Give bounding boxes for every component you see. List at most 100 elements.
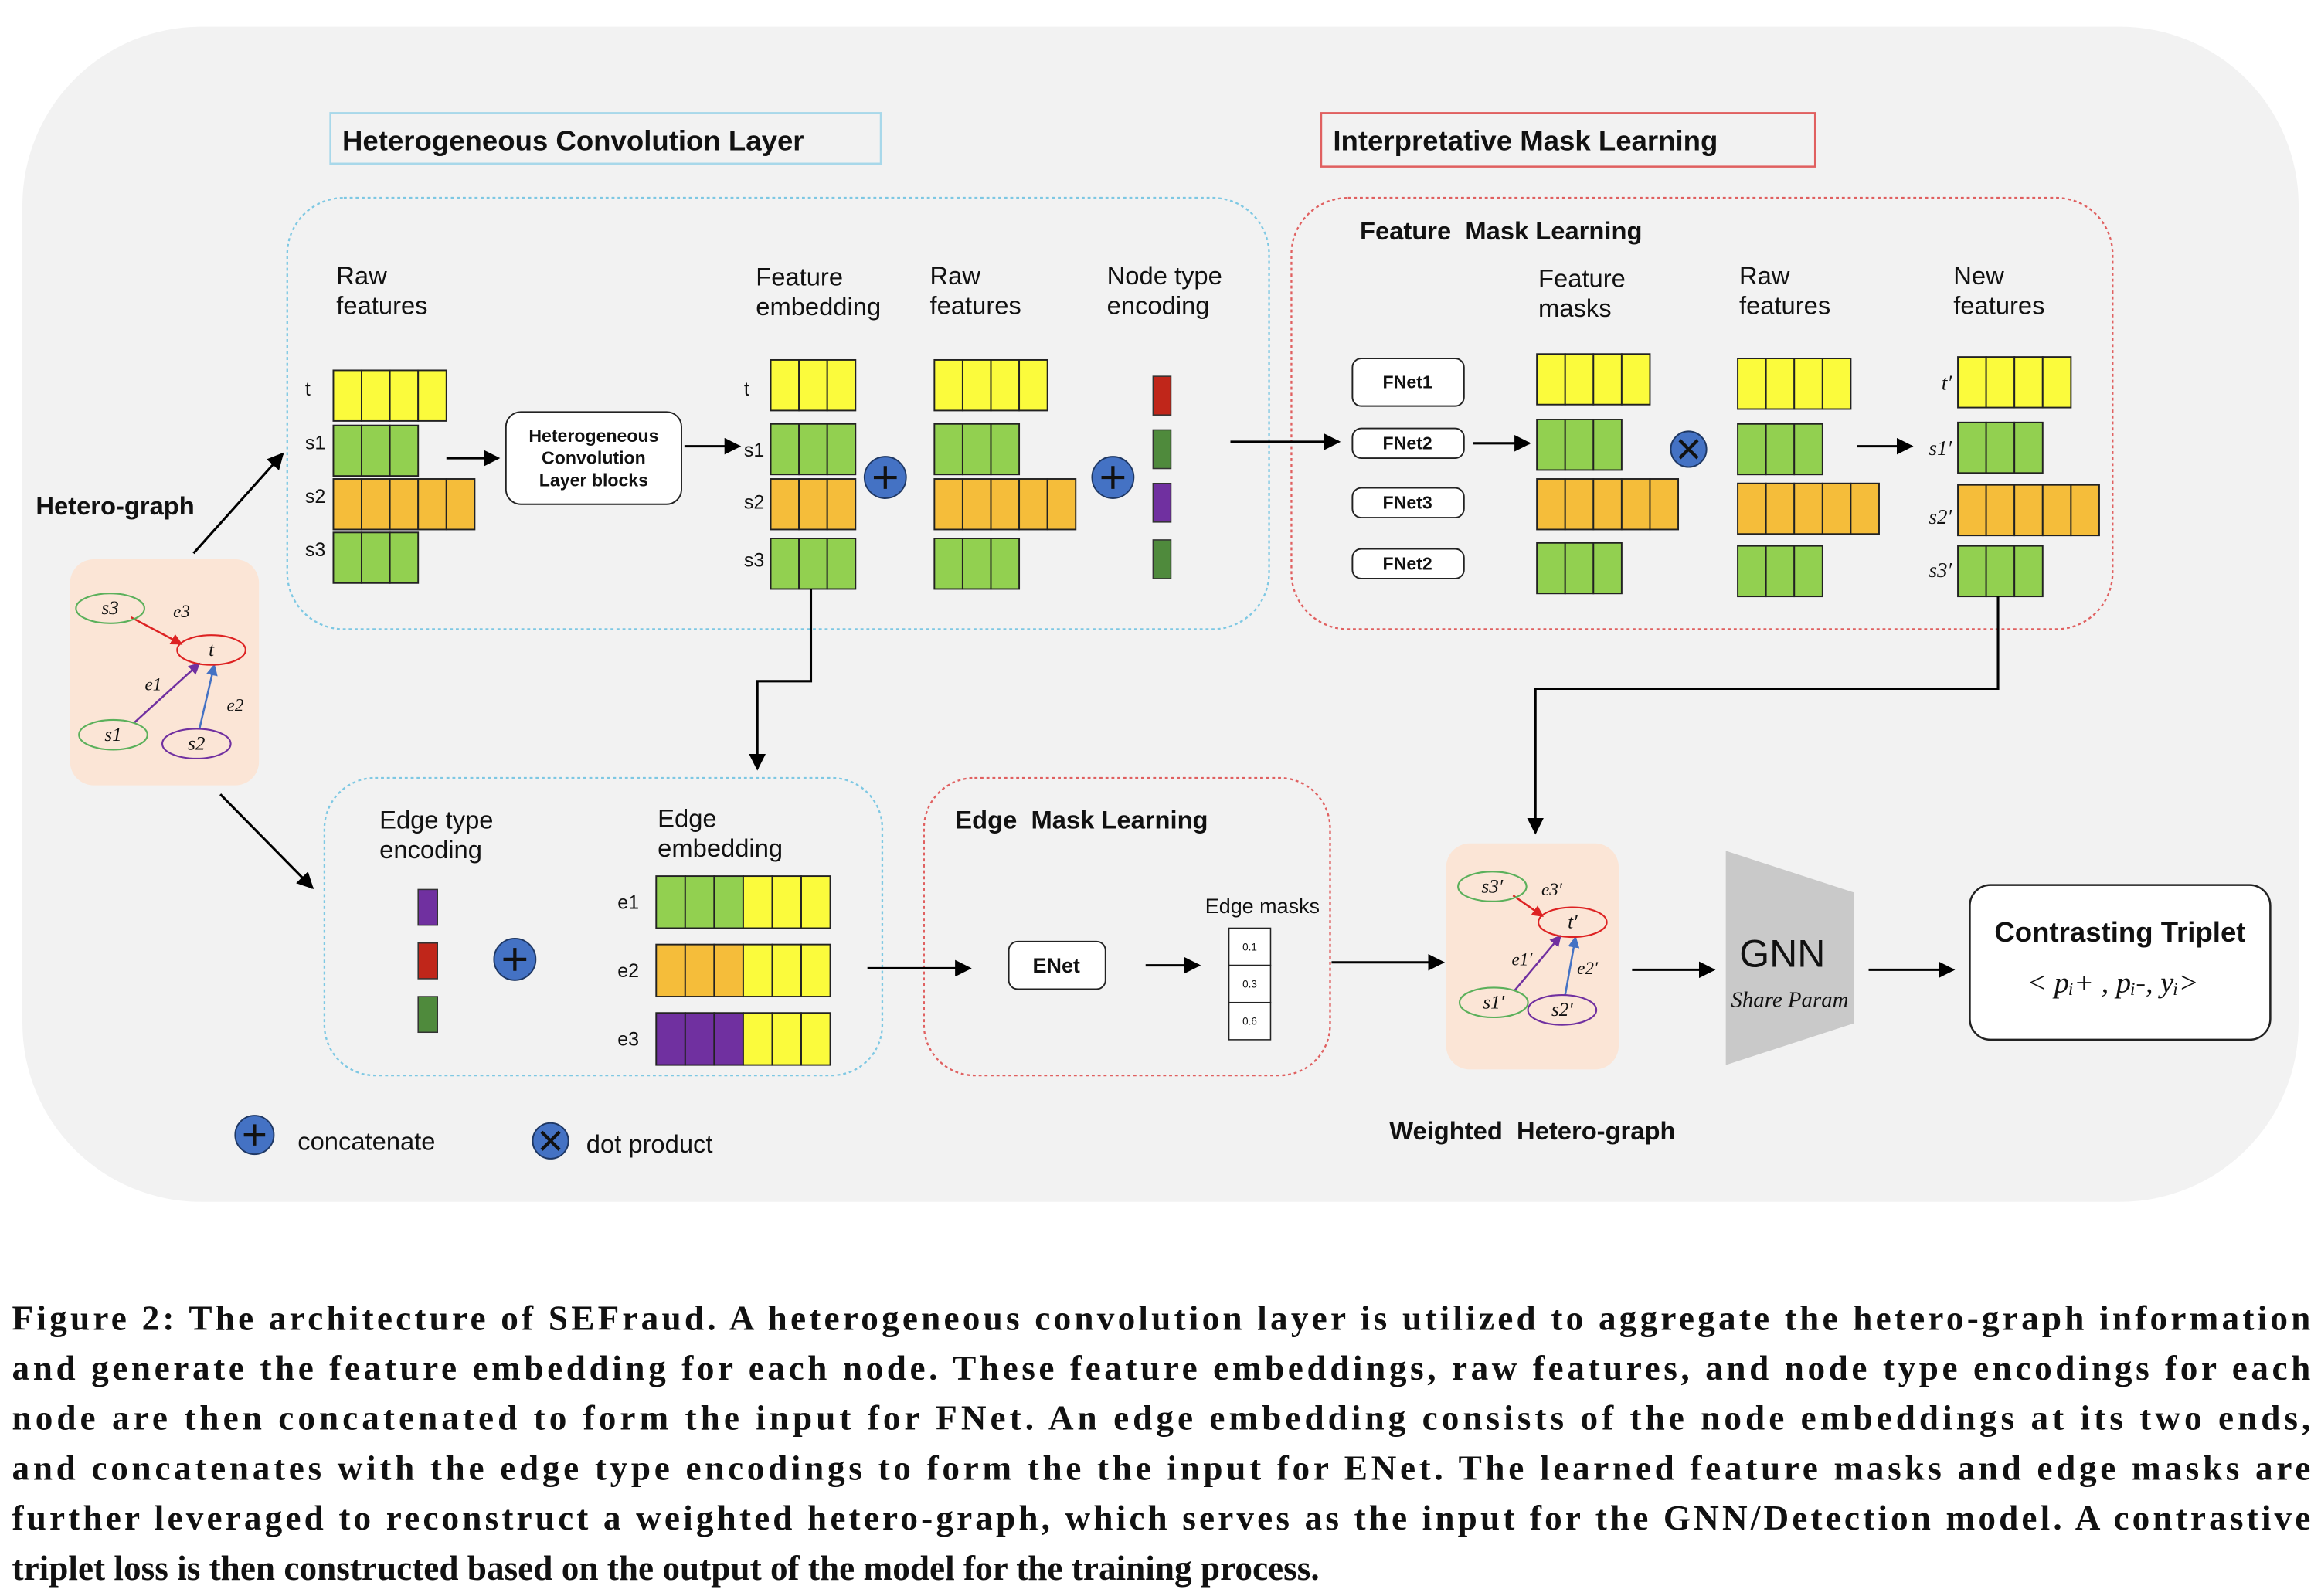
arrow xyxy=(131,616,183,645)
type-code xyxy=(1152,375,1172,416)
feature-cell xyxy=(1737,358,1767,410)
feature-cell xyxy=(990,358,1021,412)
feature-cell xyxy=(1765,482,1796,535)
concat-icon xyxy=(243,1124,266,1146)
feature-cell xyxy=(389,424,420,477)
edge-label: e3 xyxy=(173,601,190,621)
row-label: s2 xyxy=(744,492,764,514)
panel-title: Feature Mask Learning xyxy=(1360,216,1642,245)
feature-cell xyxy=(1737,423,1767,476)
column-label: features xyxy=(1739,290,1830,319)
column-label: Feature xyxy=(1538,264,1626,293)
feature-cell xyxy=(770,423,800,476)
feature-cell xyxy=(771,943,802,998)
graph-label: Hetero-graph xyxy=(36,491,194,520)
feature-cell xyxy=(713,943,744,998)
column-label: features xyxy=(930,290,1021,319)
gnn-sub: Share Param xyxy=(1731,988,1848,1013)
feature-cell xyxy=(770,358,800,412)
row-label: s3′ xyxy=(1929,559,1952,582)
feature-cell xyxy=(1592,419,1623,471)
feature-cell xyxy=(1957,421,1987,474)
feature-cell xyxy=(826,478,857,531)
fnet-box xyxy=(1351,548,1465,579)
fnet-box xyxy=(1351,427,1465,459)
column-label: embedding xyxy=(756,292,881,321)
feature-cell xyxy=(1536,478,1566,531)
feature-cell xyxy=(961,358,992,412)
feature-cell xyxy=(389,369,420,422)
enet-box xyxy=(1008,940,1106,990)
feature-cell xyxy=(1536,419,1566,471)
mask-value: 0.6 xyxy=(1242,1016,1257,1027)
column-label: encoding xyxy=(379,835,482,864)
panel xyxy=(1290,196,2114,630)
type-code xyxy=(1152,539,1172,579)
fnet-label: FNet2 xyxy=(1383,433,1432,453)
column-label: Node type xyxy=(1107,261,1222,290)
feature-cell xyxy=(389,531,420,584)
feature-cell xyxy=(445,478,476,531)
row-label: t′ xyxy=(1942,371,1952,394)
panel xyxy=(323,776,884,1077)
type-code xyxy=(417,888,439,926)
feature-cell xyxy=(933,358,963,412)
arrow xyxy=(749,589,813,771)
graph-node xyxy=(1538,906,1608,939)
graph-node xyxy=(176,634,246,666)
feature-cell xyxy=(770,538,800,590)
feature-cell xyxy=(655,1012,686,1066)
feature-cell xyxy=(332,424,362,477)
feature-cell xyxy=(361,531,391,584)
arrow xyxy=(192,452,284,555)
feature-cell xyxy=(684,875,715,929)
mask-value: 0.1 xyxy=(1242,941,1257,953)
type-code xyxy=(417,942,439,980)
feature-cell xyxy=(798,358,828,412)
gnn-shape xyxy=(1725,851,1854,1065)
feature-cell xyxy=(1592,542,1623,595)
feature-cell xyxy=(1737,482,1767,535)
title-box xyxy=(1320,112,1816,168)
type-code xyxy=(417,996,439,1034)
column-label: Raw xyxy=(930,261,981,290)
caption-line: further leveraged to reconstruct a weigh… xyxy=(12,1499,2311,1537)
feature-cell xyxy=(1850,482,1880,535)
column-label: encoding xyxy=(1107,290,1210,319)
feature-cell xyxy=(1649,478,1680,531)
row-label: t xyxy=(744,379,749,400)
caption-line: node are then concatenated to form the i… xyxy=(12,1399,2311,1438)
arrow xyxy=(198,664,218,729)
column-label: Feature xyxy=(756,263,843,291)
row-label: t xyxy=(305,379,311,400)
background-panel xyxy=(22,26,2299,1202)
graph-node xyxy=(75,593,145,624)
feature-cell xyxy=(361,369,391,422)
graph-box xyxy=(70,559,260,786)
feature-cell xyxy=(990,538,1021,590)
feature-cell xyxy=(742,1012,773,1066)
feature-cell xyxy=(2013,484,2044,537)
feature-cell xyxy=(1793,358,1823,410)
edge-label: e2 xyxy=(226,694,243,715)
feature-cell xyxy=(389,478,420,531)
section-title: Heterogeneous Convolution Layer xyxy=(342,124,804,156)
feature-cell xyxy=(771,1012,802,1066)
layer-block xyxy=(505,411,682,505)
feature-cell xyxy=(1957,356,1987,409)
feature-cell xyxy=(713,875,744,929)
feature-cell xyxy=(1821,482,1852,535)
feature-cell xyxy=(800,1012,831,1066)
fnet-label: FNet2 xyxy=(1383,553,1432,573)
arrow xyxy=(1512,895,1545,918)
column-label: masks xyxy=(1538,294,1612,322)
feature-cell xyxy=(1737,545,1767,598)
type-code xyxy=(1152,429,1172,470)
dot-icon xyxy=(1678,439,1699,460)
block-label: Convolution xyxy=(542,448,646,468)
row-label: s2 xyxy=(305,486,325,508)
legend-label: concatenate xyxy=(297,1126,435,1155)
graph-node xyxy=(78,718,148,751)
